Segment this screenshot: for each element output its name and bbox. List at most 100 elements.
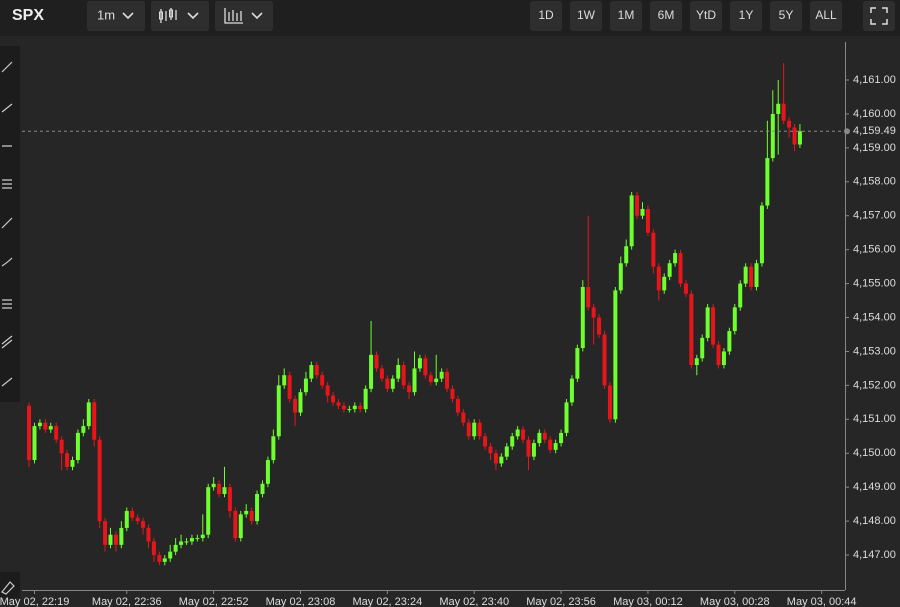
body bbox=[303, 378, 308, 393]
body bbox=[787, 120, 792, 128]
body bbox=[635, 195, 640, 216]
body bbox=[553, 443, 558, 450]
candle-icon bbox=[160, 8, 177, 23]
range-button[interactable]: 1M bbox=[610, 1, 642, 31]
range-button[interactable]: 1W bbox=[570, 1, 602, 31]
candle bbox=[179, 534, 184, 549]
button-bg[interactable] bbox=[730, 1, 762, 31]
button-bg[interactable] bbox=[530, 1, 562, 31]
candle bbox=[787, 117, 792, 138]
candle bbox=[455, 395, 460, 416]
body bbox=[493, 453, 498, 464]
body bbox=[119, 527, 124, 545]
candle bbox=[461, 409, 466, 427]
body bbox=[314, 365, 319, 376]
range-button[interactable]: 5Y bbox=[770, 1, 802, 31]
candle bbox=[559, 429, 564, 447]
body bbox=[320, 375, 325, 386]
interval[interactable]: 1m bbox=[97, 7, 115, 22]
candle bbox=[347, 405, 352, 413]
interval-dropdown[interactable]: 1m bbox=[87, 1, 145, 31]
button-bg[interactable] bbox=[863, 1, 895, 31]
candle bbox=[759, 202, 764, 267]
candle bbox=[331, 392, 336, 406]
candle bbox=[477, 419, 482, 440]
range-label[interactable]: 1W bbox=[577, 8, 596, 22]
body bbox=[705, 307, 710, 338]
indicator-dropdown[interactable] bbox=[215, 1, 273, 31]
button-bg[interactable] bbox=[690, 1, 722, 31]
candle bbox=[781, 63, 786, 125]
range-label[interactable]: 6M bbox=[658, 8, 675, 22]
button-bg[interactable] bbox=[650, 1, 682, 31]
range-label[interactable]: 5Y bbox=[779, 8, 794, 22]
candle bbox=[287, 371, 292, 403]
candle bbox=[738, 280, 743, 311]
body bbox=[75, 432, 80, 461]
candle bbox=[472, 419, 477, 440]
button-bg[interactable] bbox=[570, 1, 602, 31]
body bbox=[135, 517, 140, 522]
body bbox=[434, 378, 439, 382]
candle bbox=[673, 249, 678, 267]
body bbox=[591, 307, 596, 318]
body bbox=[43, 422, 48, 430]
body bbox=[276, 385, 281, 437]
range-button[interactable]: YtD bbox=[690, 1, 722, 31]
range-button[interactable]: 1Y bbox=[730, 1, 762, 31]
button-bg[interactable] bbox=[810, 1, 842, 31]
chart-type-dropdown[interactable] bbox=[151, 1, 209, 31]
range-label[interactable]: 1D bbox=[538, 8, 554, 22]
body bbox=[423, 358, 428, 376]
x-tick-label: May 02, 23:40 bbox=[439, 596, 509, 607]
body bbox=[428, 375, 433, 382]
candle bbox=[81, 419, 86, 437]
candle bbox=[282, 368, 287, 389]
body bbox=[417, 358, 422, 369]
button-bg[interactable] bbox=[770, 1, 802, 31]
candle bbox=[162, 555, 167, 566]
candle bbox=[385, 375, 390, 393]
range-label[interactable]: 1Y bbox=[739, 8, 754, 22]
range-button[interactable]: ALL bbox=[810, 1, 842, 31]
body bbox=[195, 538, 200, 540]
body bbox=[738, 283, 743, 308]
body bbox=[27, 405, 32, 461]
body bbox=[271, 436, 276, 461]
candle bbox=[597, 314, 602, 338]
body bbox=[211, 483, 216, 488]
dropdown-bg[interactable] bbox=[87, 1, 145, 31]
range-button[interactable]: 1D bbox=[530, 1, 562, 31]
body bbox=[412, 368, 417, 393]
range-label[interactable]: ALL bbox=[815, 8, 837, 22]
candle bbox=[765, 120, 770, 209]
body bbox=[651, 232, 656, 267]
candle bbox=[265, 456, 270, 488]
range-label[interactable]: 1M bbox=[618, 8, 635, 22]
candle bbox=[43, 419, 48, 433]
candle bbox=[298, 388, 303, 416]
candle bbox=[325, 381, 330, 403]
body bbox=[32, 426, 37, 461]
fullscreen-button[interactable] bbox=[863, 1, 895, 31]
body bbox=[249, 510, 254, 522]
body bbox=[379, 368, 384, 379]
candle bbox=[103, 517, 108, 552]
candle bbox=[776, 80, 781, 155]
body bbox=[602, 334, 607, 386]
tool-icons[interactable] bbox=[1, 61, 13, 387]
candle bbox=[445, 368, 450, 393]
range-label[interactable]: YtD bbox=[696, 8, 716, 22]
tool-button[interactable] bbox=[0, 572, 20, 598]
button-bg[interactable] bbox=[610, 1, 642, 31]
candle bbox=[504, 443, 509, 461]
y-tick-label: 4,155.00 bbox=[853, 278, 896, 290]
candle bbox=[379, 365, 384, 382]
body bbox=[184, 541, 189, 543]
candle bbox=[27, 402, 32, 467]
range-button[interactable]: 6M bbox=[650, 1, 682, 31]
dropdown-bg[interactable] bbox=[215, 1, 273, 31]
candle bbox=[700, 334, 705, 362]
dropdown-bg[interactable] bbox=[151, 1, 209, 31]
candle bbox=[694, 354, 699, 376]
